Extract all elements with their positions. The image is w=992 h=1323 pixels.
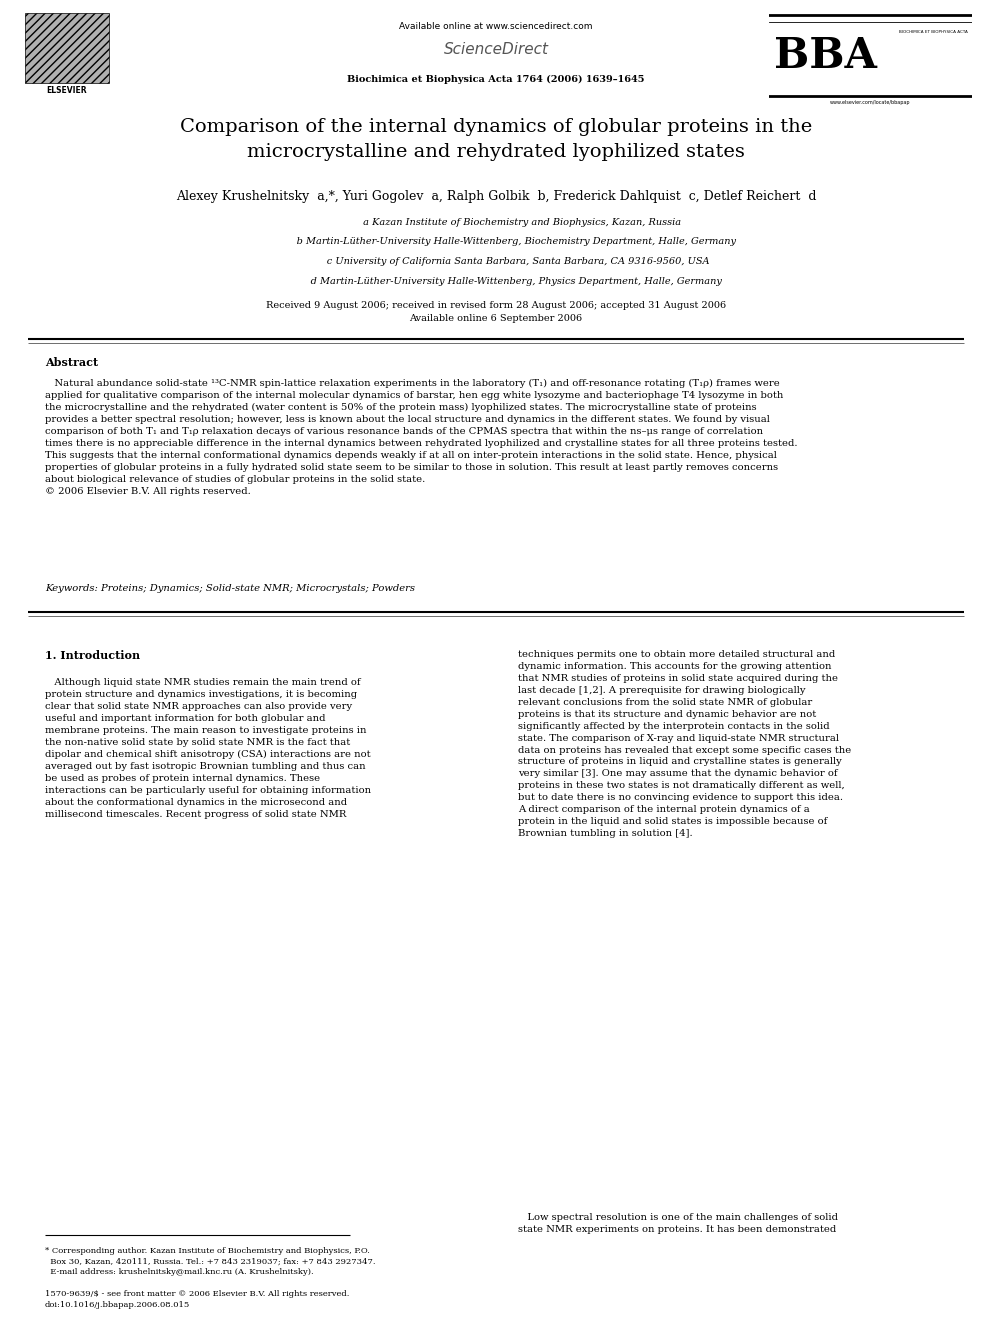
Text: BBA: BBA	[775, 36, 877, 77]
Text: techniques permits one to obtain more detailed structural and
dynamic informatio: techniques permits one to obtain more de…	[518, 650, 851, 837]
Text: c University of California Santa Barbara, Santa Barbara, CA 9316-9560, USA: c University of California Santa Barbara…	[283, 257, 709, 266]
Text: ELSEVIER: ELSEVIER	[47, 86, 87, 95]
Text: b Martin-Lüther-University Halle-Wittenberg, Biochemistry Department, Halle, Ger: b Martin-Lüther-University Halle-Wittenb…	[256, 238, 736, 246]
Text: ScienceDirect: ScienceDirect	[443, 42, 549, 57]
Text: Natural abundance solid-state ¹³C-NMR spin-lattice relaxation experiments in the: Natural abundance solid-state ¹³C-NMR sp…	[45, 378, 798, 496]
Text: Although liquid state NMR studies remain the main trend of
protein structure and: Although liquid state NMR studies remain…	[45, 677, 371, 819]
Text: a Kazan Institute of Biochemistry and Biophysics, Kazan, Russia: a Kazan Institute of Biochemistry and Bi…	[310, 218, 682, 228]
Text: Low spectral resolution is one of the main challenges of solid
state NMR experim: Low spectral resolution is one of the ma…	[518, 1213, 838, 1234]
Bar	[25, 13, 109, 83]
Text: Comparison of the internal dynamics of globular proteins in the
microcrystalline: Comparison of the internal dynamics of g…	[180, 118, 812, 161]
Text: Received 9 August 2006; received in revised form 28 August 2006; accepted 31 Aug: Received 9 August 2006; received in revi…	[266, 302, 726, 323]
Text: * Corresponding author. Kazan Institute of Biochemistry and Biophysics, P.O.
  B: * Corresponding author. Kazan Institute …	[45, 1248, 376, 1275]
Text: Available online at www.sciencedirect.com: Available online at www.sciencedirect.co…	[399, 22, 593, 30]
Text: Alexey Krushelnitsky  a,*, Yuri Gogolev  a, Ralph Golbik  b, Frederick Dahlquist: Alexey Krushelnitsky a,*, Yuri Gogolev a…	[176, 191, 816, 202]
Text: 1. Introduction: 1. Introduction	[45, 650, 140, 662]
Text: d Martin-Lüther-University Halle-Wittenberg, Physics Department, Halle, Germany: d Martin-Lüther-University Halle-Wittenb…	[270, 277, 722, 286]
Text: Abstract: Abstract	[45, 357, 98, 368]
Text: Biochimica et Biophysica Acta 1764 (2006) 1639–1645: Biochimica et Biophysica Acta 1764 (2006…	[347, 75, 645, 85]
Text: www.elsevier.com/locate/bbapap: www.elsevier.com/locate/bbapap	[830, 101, 911, 105]
Text: 1570-9639/$ - see front matter © 2006 Elsevier B.V. All rights reserved.
doi:10.: 1570-9639/$ - see front matter © 2006 El…	[45, 1290, 349, 1308]
Text: BIOCHIMICA ET BIOPHYSICA ACTA: BIOCHIMICA ET BIOPHYSICA ACTA	[899, 29, 968, 33]
Text: Keywords: Proteins; Dynamics; Solid-state NMR; Microcrystals; Powders: Keywords: Proteins; Dynamics; Solid-stat…	[45, 583, 415, 593]
